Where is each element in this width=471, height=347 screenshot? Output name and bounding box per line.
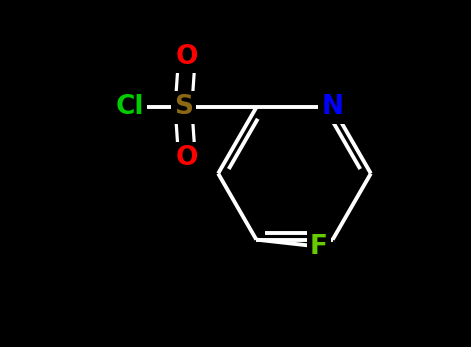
- Text: S: S: [174, 94, 193, 120]
- Text: N: N: [322, 94, 344, 120]
- Text: Cl: Cl: [115, 94, 144, 120]
- Text: O: O: [176, 44, 198, 70]
- Text: F: F: [310, 234, 328, 260]
- Text: O: O: [176, 145, 198, 171]
